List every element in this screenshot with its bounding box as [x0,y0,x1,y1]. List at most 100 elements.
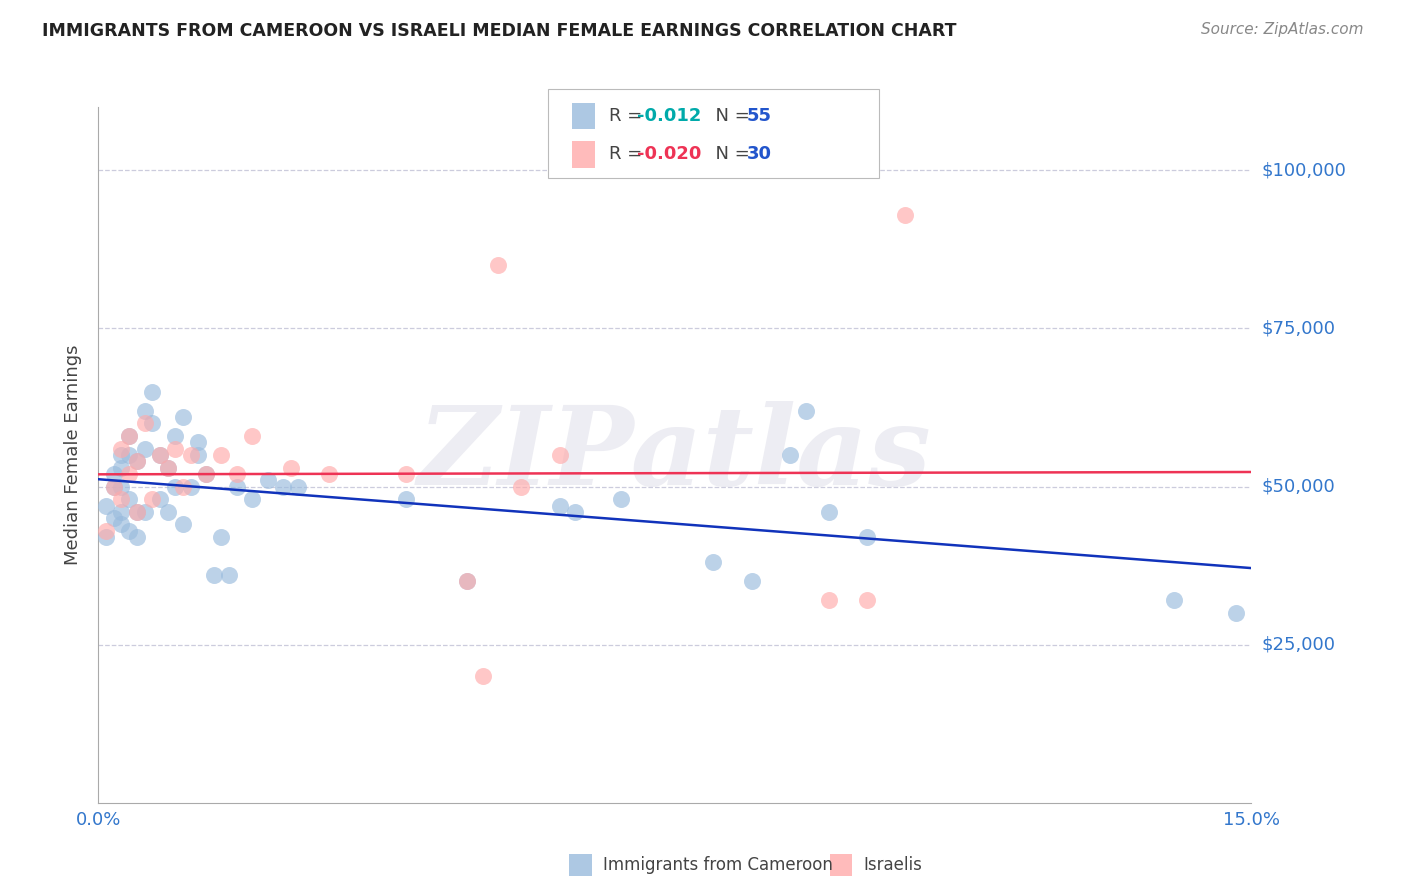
Point [172,479,194,493]
Point [141,417,163,431]
Point [1225,606,1247,620]
Point [125,454,148,468]
Point [156,460,179,475]
Point [118,492,141,507]
Point [149,448,172,462]
Text: -0.012: -0.012 [637,107,702,125]
Point [103,467,125,481]
Text: 55: 55 [747,107,772,125]
Point [779,448,801,462]
Text: R =: R = [609,107,648,125]
Point [94,499,117,513]
Point [156,505,179,519]
Point [894,208,917,222]
Point [486,258,509,272]
Point [149,448,172,462]
Point [118,448,141,462]
Text: Immigrants from Cameroon: Immigrants from Cameroon [603,856,832,874]
Text: Source: ZipAtlas.com: Source: ZipAtlas.com [1201,22,1364,37]
Point [741,574,763,589]
Point [134,403,156,417]
Point [165,442,187,456]
Point [564,505,586,519]
Point [172,409,194,424]
Text: -0.020: -0.020 [637,145,702,163]
Point [110,517,132,532]
Point [94,530,117,544]
Point [240,492,263,507]
Y-axis label: Median Female Earnings: Median Female Earnings [65,344,83,566]
Point [118,524,141,538]
Point [456,574,478,589]
Point [702,556,724,570]
Text: $100,000: $100,000 [1261,161,1346,179]
Point [141,384,163,399]
Point [225,467,247,481]
Text: IMMIGRANTS FROM CAMEROON VS ISRAELI MEDIAN FEMALE EARNINGS CORRELATION CHART: IMMIGRANTS FROM CAMEROON VS ISRAELI MEDI… [42,22,956,40]
Point [271,479,294,493]
Point [125,505,148,519]
Point [134,442,156,456]
Point [794,403,817,417]
Point [125,505,148,519]
Point [110,442,132,456]
Text: Israelis: Israelis [863,856,922,874]
Point [125,454,148,468]
Point [118,429,141,443]
Point [125,530,148,544]
Point [165,479,187,493]
Point [209,448,232,462]
Point [456,574,478,589]
Point [134,417,156,431]
Point [141,492,163,507]
Point [180,448,202,462]
Point [103,511,125,525]
Point [395,467,418,481]
Point [118,467,141,481]
Point [118,429,141,443]
Text: ZIPatlas: ZIPatlas [418,401,932,508]
Point [134,505,156,519]
Point [156,460,179,475]
Point [94,524,117,538]
Point [218,568,240,582]
Point [610,492,633,507]
Point [180,479,202,493]
Point [110,448,132,462]
Point [817,593,839,607]
Text: $75,000: $75,000 [1261,319,1336,337]
Point [240,429,263,443]
Point [856,593,879,607]
Point [817,505,839,519]
Point [280,460,302,475]
Text: $50,000: $50,000 [1261,477,1334,496]
Point [548,448,571,462]
Point [172,517,194,532]
Point [856,530,879,544]
Point [318,467,340,481]
Point [110,505,132,519]
Point [149,492,172,507]
Point [103,479,125,493]
Point [187,448,209,462]
Point [110,460,132,475]
Text: N =: N = [704,107,756,125]
Point [103,479,125,493]
Point [202,568,225,582]
Point [195,467,218,481]
Point [110,479,132,493]
Point [209,530,232,544]
Point [225,479,247,493]
Point [110,492,132,507]
Point [187,435,209,450]
Point [548,499,571,513]
Point [256,473,278,487]
Point [395,492,418,507]
Text: $25,000: $25,000 [1261,636,1336,654]
Text: 30: 30 [747,145,772,163]
Text: R =: R = [609,145,648,163]
Point [287,479,309,493]
Point [1163,593,1185,607]
Text: N =: N = [704,145,756,163]
Point [510,479,533,493]
